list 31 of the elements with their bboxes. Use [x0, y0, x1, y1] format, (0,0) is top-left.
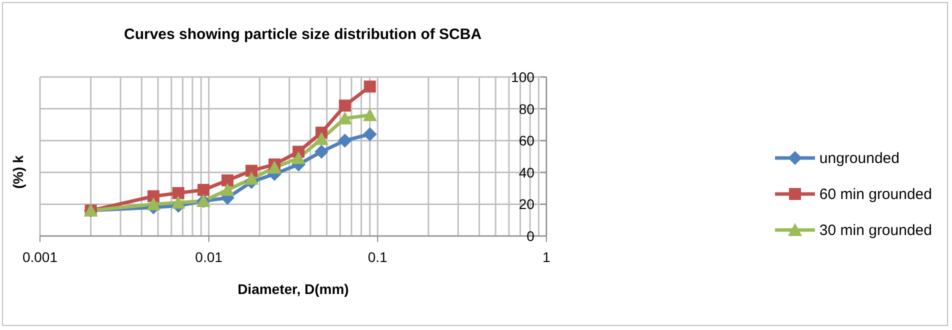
point [267, 160, 282, 174]
point [171, 196, 186, 209]
point [338, 134, 352, 148]
point [197, 184, 210, 196]
x-axis-title: Diameter, D(mm) [238, 281, 349, 297]
x-tick-label: 0.01 [195, 248, 223, 265]
legend-label: ungrounded [819, 150, 900, 166]
point [338, 100, 351, 112]
legend-label: 60 min grounded [819, 186, 932, 202]
point [146, 197, 160, 210]
point [244, 172, 258, 185]
y-tick-label: 100 [511, 69, 535, 85]
point [220, 182, 234, 196]
point [362, 108, 377, 122]
y-tick-label: 80 [518, 100, 535, 117]
point [314, 144, 328, 159]
chart-title: Curves showing particle size distribution of SCBA [124, 26, 482, 43]
x-tick-label: 0.001 [22, 248, 58, 265]
legend-label: 30 min grounded [819, 222, 932, 238]
point [364, 80, 376, 93]
point [292, 151, 306, 164]
x-tick-label: 0.1 [368, 248, 388, 265]
y-tick-label: 60 [518, 132, 535, 149]
y-tick-label: 40 [518, 164, 535, 180]
x-tick-label: 1 [542, 248, 551, 265]
point [221, 174, 234, 186]
y-axis-title: (%) k [10, 155, 26, 189]
point [362, 127, 377, 142]
y-tick-label: 0 [526, 228, 535, 244]
point [172, 187, 184, 200]
y-tick-label: 20 [518, 196, 535, 212]
